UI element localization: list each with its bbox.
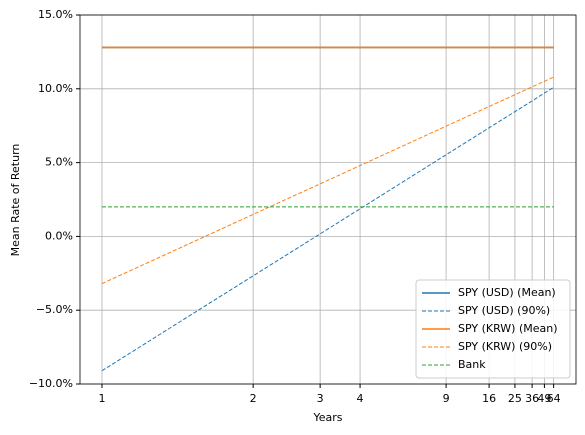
legend: SPY (USD) (Mean) SPY (USD) (90%) SPY (KRW)… (415, 279, 571, 379)
x-tick-label: 3 (317, 392, 324, 405)
series-line (101, 76, 554, 285)
legend-label: SPY (KRW) (90%) (458, 340, 552, 353)
legend-label: SPY (USD) (90%) (458, 304, 550, 317)
x-tick-label: 4 (357, 392, 364, 405)
y-tick-label: −10.0% (29, 377, 73, 390)
y-tick-label: 15.0% (38, 8, 73, 21)
x-tick-label: 25 (508, 392, 522, 405)
y-tick-label: 10.0% (38, 82, 73, 95)
x-tick-label: 2 (250, 392, 257, 405)
x-tick-label: 49 (537, 392, 551, 405)
y-axis-label: Mean Rate of Return (9, 144, 22, 257)
x-tick-label: 1 (98, 392, 105, 405)
y-tick-label: 0.0% (45, 229, 73, 242)
x-axis-label: Years (312, 411, 342, 424)
x-tick-label: 36 (525, 392, 539, 405)
x-tick-label: 9 (443, 392, 450, 405)
legend-label: Bank (458, 358, 486, 371)
plot-frame (79, 14, 577, 385)
legend-label: SPY (KRW) (Mean) (458, 322, 558, 335)
y-tick-label: 5.0% (45, 156, 73, 169)
x-tick-label: 16 (482, 392, 496, 405)
legend-label: SPY (USD) (Mean) (458, 286, 556, 299)
x-tick-label: 64 (547, 392, 561, 405)
y-tick-label: −5.0% (36, 303, 73, 316)
legend-box (415, 279, 571, 379)
series-line (101, 86, 554, 372)
